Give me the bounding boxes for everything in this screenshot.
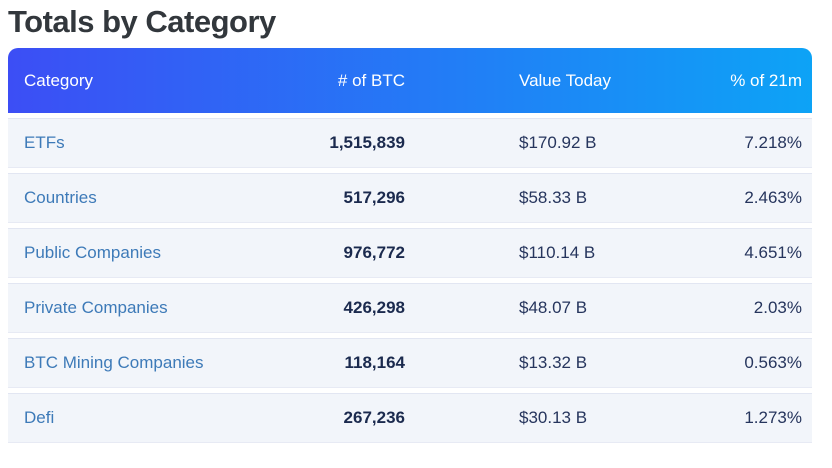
totals-by-category-table: Category # of BTC Value Today % of 21m E… [8, 48, 812, 443]
table-row: Public Companies 976,772 $110.14 B 4.651… [8, 228, 812, 278]
page-title: Totals by Category [8, 4, 276, 39]
value-today: $48.07 B [519, 298, 588, 317]
value-today: $13.32 B [519, 353, 588, 372]
btc-count: 267,236 [343, 408, 405, 427]
pct-of-21m: 7.218% [744, 133, 802, 152]
category-link-defi[interactable]: Defi [24, 408, 55, 427]
value-today: $170.92 B [519, 133, 597, 152]
value-today: $110.14 B [519, 243, 596, 262]
table-row: Defi 267,236 $30.13 B 1.273% [8, 393, 812, 443]
column-header-pct-of-21m: % of 21m [730, 70, 802, 90]
pct-of-21m: 1.273% [744, 408, 802, 427]
table-row: Private Companies 426,298 $48.07 B 2.03% [8, 283, 812, 333]
category-link-public-companies[interactable]: Public Companies [24, 243, 162, 262]
btc-count: 1,515,839 [329, 133, 405, 152]
column-header-category: Category [24, 70, 93, 90]
pct-of-21m: 4.651% [744, 243, 802, 262]
category-link-private-companies[interactable]: Private Companies [24, 298, 168, 317]
value-today: $58.33 B [519, 188, 588, 207]
value-today: $30.13 B [519, 408, 588, 427]
pct-of-21m: 2.03% [753, 298, 802, 317]
btc-count: 426,298 [343, 298, 405, 317]
btc-count: 517,296 [343, 188, 405, 207]
table-row: ETFs 1,515,839 $170.92 B 7.218% [8, 118, 812, 168]
column-header-btc: # of BTC [337, 70, 405, 90]
category-link-etfs[interactable]: ETFs [24, 133, 65, 152]
column-header-value-today: Value Today [519, 70, 611, 90]
btc-count: 118,164 [344, 353, 405, 372]
table-row: BTC Mining Companies 118,164 $13.32 B 0.… [8, 338, 812, 388]
pct-of-21m: 0.563% [744, 353, 802, 372]
pct-of-21m: 2.463% [744, 188, 802, 207]
table-header-row: Category # of BTC Value Today % of 21m [8, 48, 812, 113]
category-link-btc-mining-companies[interactable]: BTC Mining Companies [24, 353, 204, 372]
btc-count: 976,772 [343, 243, 405, 262]
table-row: Countries 517,296 $58.33 B 2.463% [8, 173, 812, 223]
category-link-countries[interactable]: Countries [24, 188, 97, 207]
